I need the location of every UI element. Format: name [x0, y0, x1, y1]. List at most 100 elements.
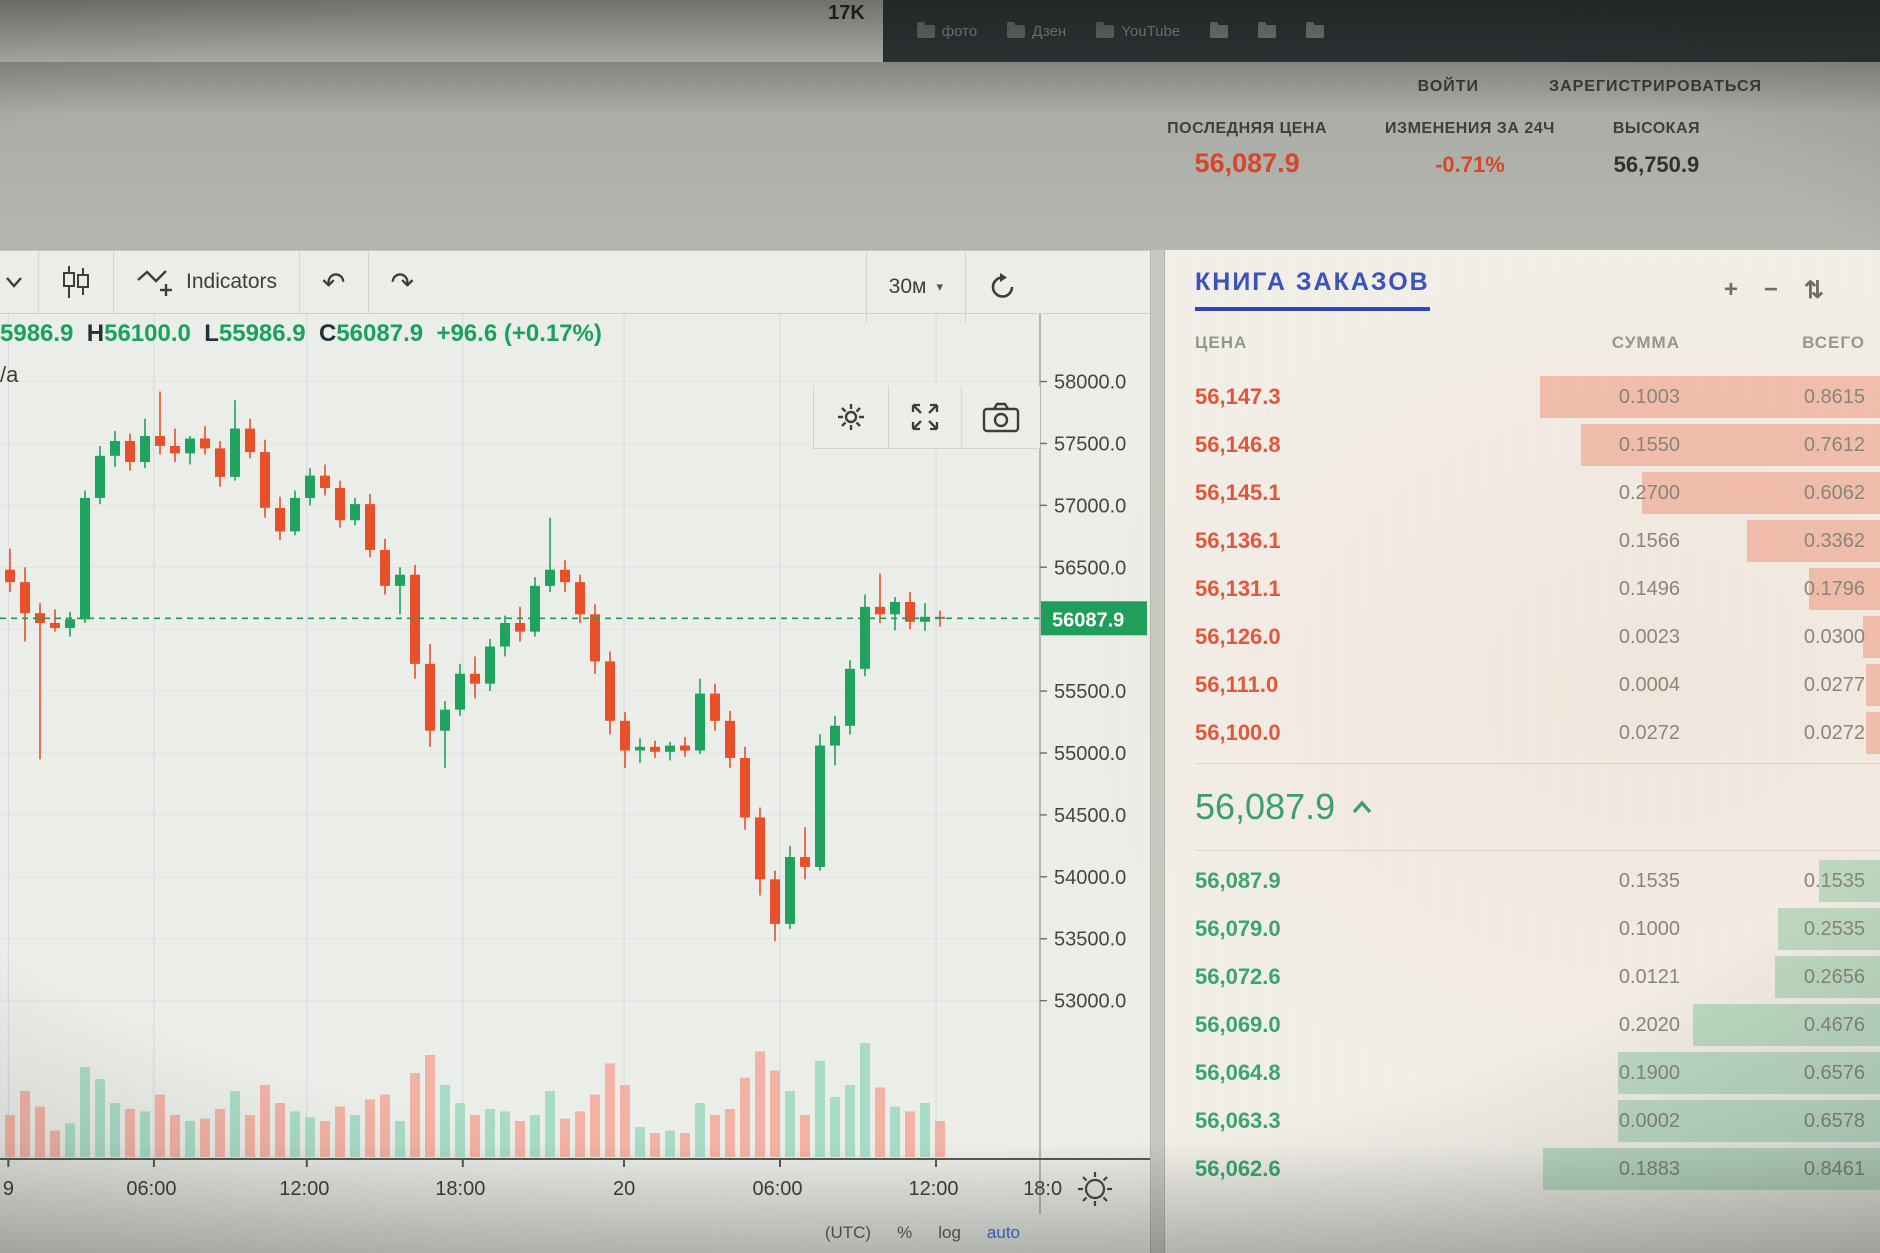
ask-total: 0.0272	[1803, 721, 1865, 744]
stat-high: ВЫСОКАЯ 56,750.9	[1613, 120, 1700, 179]
orderbook-ask-row[interactable]: 56,131.1 0.1496 0.1796	[1195, 565, 1880, 613]
ask-price: 56,111.0	[1195, 672, 1279, 697]
candlestick-icon	[63, 266, 89, 298]
ask-total: 0.0277	[1803, 673, 1865, 696]
refresh-icon	[991, 273, 1014, 298]
svg-text:18:00: 18:00	[435, 1178, 485, 1200]
orderbook-ask-row[interactable]: 56,111.0 0.0004 0.0277	[1195, 661, 1880, 709]
orderbook-grouping-button[interactable]: ⇅	[1803, 277, 1824, 304]
bookmark-label: Дзен	[1032, 22, 1067, 40]
svg-text:06:00: 06:00	[126, 1178, 176, 1200]
log-scale-toggle[interactable]: log	[938, 1223, 961, 1242]
bid-price: 56,072.6	[1195, 964, 1281, 989]
panel-divider[interactable]	[1150, 250, 1165, 1253]
orderbook-ask-row[interactable]: 56,126.0 0.0023 0.0300	[1195, 613, 1880, 661]
high-label: ВЫСОКАЯ	[1612, 120, 1700, 137]
auto-scale-toggle[interactable]: auto	[986, 1223, 1020, 1242]
ohlc-readout: 5986.9 H56100.0 L55986.9 C56087.9 +96.6 …	[0, 320, 602, 388]
ask-amount: 0.1496	[1618, 577, 1680, 600]
svg-text:06:00: 06:00	[753, 1178, 803, 1200]
bid-total: 0.4676	[1803, 1013, 1865, 1036]
orderbook-zoom-in-button[interactable]: +	[1723, 276, 1738, 303]
ask-price: 56,146.8	[1195, 432, 1281, 457]
stat-change-24h: ИЗМЕНЕНИЯ ЗА 24Ч -0.71%	[1385, 120, 1555, 179]
orderbook-bid-row[interactable]: 56,062.6 0.1883 0.8461	[1195, 1145, 1880, 1193]
ask-amount: 0.0004	[1618, 673, 1680, 696]
orderbook-ask-row[interactable]: 56,146.8 0.1550 0.7612	[1195, 421, 1880, 469]
bid-total: 0.2535	[1803, 917, 1865, 940]
undo-button[interactable]: ↶	[300, 251, 369, 313]
ohlc-sub-label: /a	[0, 362, 19, 387]
orderbook-zoom-out-button[interactable]: −	[1763, 276, 1778, 303]
candlestick-chart[interactable]: 58000.0 57500.0 57000.0 56500.0 55500.0 55000…	[0, 314, 1150, 1214]
orderbook-bid-row[interactable]: 56,087.9 0.1535 0.1535	[1195, 857, 1880, 905]
fullscreen-button[interactable]	[889, 386, 962, 448]
ask-total: 0.0300	[1803, 625, 1865, 648]
nav-links: ВОЙТИ ЗАРЕГИСТРИРОВАТЬСЯ	[1418, 78, 1762, 96]
chevron-down-icon	[6, 277, 22, 288]
login-link[interactable]: ВОЙТИ	[1417, 78, 1480, 95]
svg-text:9: 9	[3, 1178, 14, 1200]
bookmark-item[interactable]: Дзен	[1007, 21, 1067, 40]
page-fragment: 17K	[0, 0, 883, 62]
orderbook-ask-row[interactable]: 56,136.1 0.1566 0.3362	[1195, 517, 1880, 565]
orderbook-ask-row[interactable]: 56,145.1 0.2700 0.6062	[1195, 469, 1880, 517]
register-link[interactable]: ЗАРЕГИСТРИРОВАТЬСЯ	[1549, 78, 1762, 95]
svg-text:57500.0: 57500.0	[1054, 433, 1126, 455]
svg-text:12:00: 12:00	[909, 1178, 959, 1200]
svg-text:58000.0: 58000.0	[1054, 372, 1126, 394]
orderbook-panel: КНИГА ЗАКАЗОВ + − ⇅ ЦЕНА СУММА ВСЕГО 56,…	[1165, 250, 1880, 1253]
bookmark-folder-icon[interactable]	[1210, 21, 1229, 38]
chart-type-dropdown[interactable]	[0, 251, 39, 313]
ohlc-close: 56087.9	[336, 320, 424, 347]
bid-price: 56,079.0	[1195, 916, 1281, 941]
ask-price: 56,136.1	[1195, 528, 1281, 553]
svg-text:56500.0: 56500.0	[1054, 557, 1126, 579]
ask-depth-bar	[1866, 712, 1880, 754]
col-price: ЦЕНА	[1195, 333, 1248, 352]
svg-text:57000.0: 57000.0	[1054, 495, 1126, 517]
timeframe-dropdown[interactable]: 30м ▾	[867, 251, 966, 323]
bid-amount: 0.2020	[1618, 1013, 1680, 1036]
col-amount: СУММА	[1611, 333, 1680, 352]
indicators-icon	[137, 270, 172, 296]
percent-scale-toggle[interactable]: %	[897, 1223, 913, 1242]
candlestick-style-button[interactable]	[39, 251, 114, 313]
refresh-button[interactable]	[966, 251, 1040, 323]
ask-depth-bar	[1863, 616, 1880, 658]
utc-label[interactable]: (UTC)	[824, 1223, 872, 1242]
bookmark-item[interactable]: YouTube	[1096, 21, 1180, 40]
orderbook-ask-row[interactable]: 56,100.0 0.0272 0.0272	[1195, 709, 1880, 757]
orderbook-bid-row[interactable]: 56,063.3 0.0002 0.6578	[1195, 1097, 1880, 1145]
svg-text:54000.0: 54000.0	[1054, 867, 1126, 889]
bookmark-folder-icon[interactable]	[1306, 21, 1325, 38]
orderbook-bid-row[interactable]: 56,064.8 0.1900 0.6576	[1195, 1049, 1880, 1097]
ask-total: 0.3362	[1803, 529, 1865, 552]
change-value: -0.71%	[1435, 152, 1505, 177]
indicators-button[interactable]: Indicators	[114, 251, 301, 313]
ask-total: 0.6062	[1803, 481, 1865, 504]
ask-amount: 0.1550	[1618, 433, 1680, 456]
high-value: 56,750.9	[1613, 152, 1700, 177]
stat-last-price: ПОСЛЕДНЯЯ ЦЕНА 56,087.9	[1167, 120, 1327, 179]
theme-sun-icon[interactable]	[1078, 1172, 1112, 1206]
bid-amount: 0.1000	[1618, 917, 1680, 940]
ask-price: 56,147.3	[1195, 384, 1281, 409]
redo-button[interactable]: ↷	[390, 266, 414, 298]
camera-icon	[982, 402, 1020, 433]
screenshot-button[interactable]	[962, 386, 1040, 448]
orderbook-bid-row[interactable]: 56,069.0 0.2020 0.4676	[1195, 1001, 1880, 1049]
indicators-label: Indicators	[186, 270, 278, 293]
bookmark-item[interactable]: фото	[916, 21, 977, 40]
last-price-value: 56,087.9	[1194, 148, 1300, 178]
bookmark-folder-icon[interactable]	[1258, 21, 1277, 38]
caret-down-icon: ▾	[936, 279, 943, 294]
orderbook-ask-row[interactable]: 56,147.3 0.1003 0.8615	[1195, 373, 1880, 421]
settings-button[interactable]	[814, 386, 889, 448]
orderbook-bids: 56,087.9 0.1535 0.1535 56,079.0 0.1000 0.2535…	[1195, 857, 1880, 1193]
orderbook-bid-row[interactable]: 56,072.6 0.0121 0.2656	[1195, 953, 1880, 1001]
bid-price: 56,069.0	[1195, 1012, 1281, 1037]
orderbook-bid-row[interactable]: 56,079.0 0.1000 0.2535	[1195, 905, 1880, 953]
ask-total: 0.7612	[1803, 433, 1865, 456]
ask-amount: 0.0023	[1618, 625, 1680, 648]
